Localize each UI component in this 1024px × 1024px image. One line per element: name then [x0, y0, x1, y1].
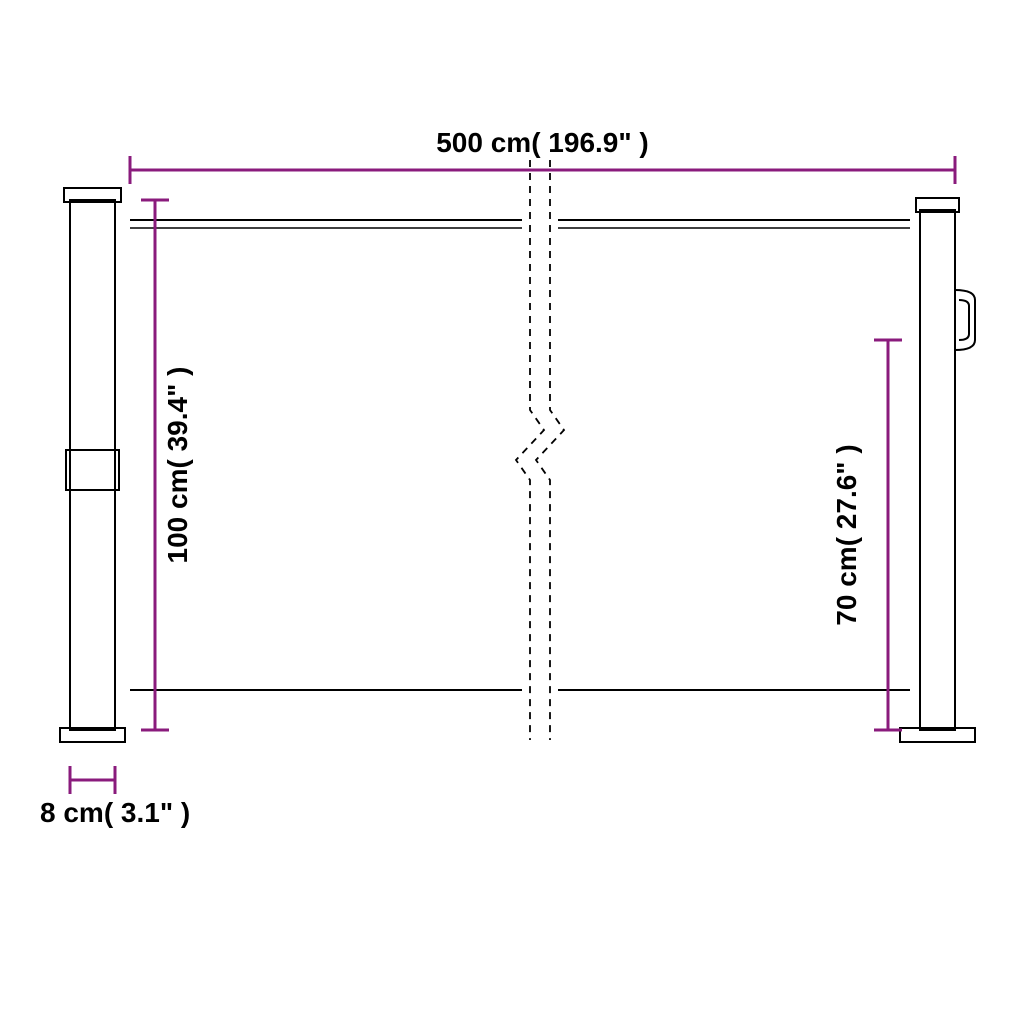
dimension-label: 8 cm( 3.1" ): [40, 797, 190, 828]
dimension-label: 500 cm( 196.9" ): [436, 127, 649, 158]
dimension-label: 100 cm( 39.4" ): [162, 367, 193, 564]
dimension-label: 70 cm( 27.6" ): [831, 444, 862, 625]
dimension-diagram: 500 cm( 196.9" ) 100 cm( 39.4" ) 70 cm( 27…: [0, 0, 1024, 1024]
